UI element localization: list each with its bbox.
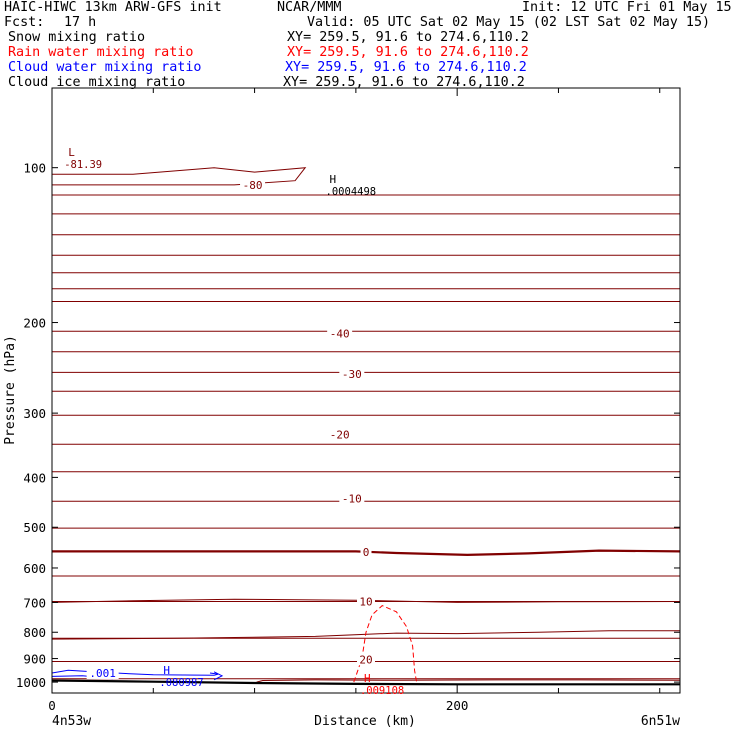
y-tick-label: 600 bbox=[23, 561, 46, 576]
field-xy-rain: XY= 259.5, 91.6 to 274.6,110.2 bbox=[287, 45, 529, 60]
minus80-contour bbox=[52, 167, 307, 186]
extremum-symbol: L bbox=[68, 146, 75, 159]
extremum-symbol: H bbox=[364, 672, 371, 685]
isotherm-line bbox=[52, 630, 680, 640]
field-name-cloud-water: Cloud water mixing ratio bbox=[8, 60, 202, 75]
y-tick-label: 100 bbox=[23, 161, 46, 176]
model-title: HAIC-HIWC 13km ARW-GFS init bbox=[4, 0, 222, 15]
y-tick-label: 1000 bbox=[16, 675, 46, 690]
y-tick-label: 400 bbox=[23, 470, 46, 485]
init-time: Init: 12 UTC Fri 01 May 15 bbox=[522, 0, 732, 15]
valid-time: Valid: 05 UTC Sat 02 May 15 (02 LST Sat … bbox=[307, 15, 711, 30]
x-tick-label: 0 bbox=[48, 698, 56, 713]
extremum-value: .009108 bbox=[360, 685, 404, 697]
isotherm-label: -20 bbox=[330, 428, 350, 441]
field-name-cloud-ice: Cloud ice mixing ratio bbox=[8, 75, 186, 90]
cloud-water-label: .001 bbox=[89, 667, 116, 680]
x-axis-label: Distance (km) bbox=[314, 714, 416, 729]
extremum-value: .0004498 bbox=[326, 186, 377, 198]
forecast-hours: 17 h bbox=[64, 15, 97, 30]
y-tick-label: 500 bbox=[23, 520, 46, 535]
forecast-label: Fcst: bbox=[4, 15, 45, 30]
x-end-label: 6n51w bbox=[641, 714, 680, 729]
isotherm-label-bg bbox=[360, 544, 372, 558]
isotherm-label: 20 bbox=[359, 653, 372, 666]
cloud-water-contour bbox=[52, 669, 219, 676]
isotherm-label-bg bbox=[339, 367, 365, 381]
isotherm-label: 10 bbox=[359, 595, 372, 608]
isotherm-label-bg bbox=[357, 652, 375, 666]
rain-contour bbox=[353, 605, 418, 683]
x-tick-label: 200 bbox=[446, 698, 469, 713]
isotherm-label-bg bbox=[327, 326, 353, 340]
extremum-symbol: H bbox=[163, 664, 170, 677]
y-tick-label: 800 bbox=[23, 625, 46, 640]
zero-isotherm-line bbox=[52, 549, 680, 557]
isotherm-label-bg bbox=[327, 427, 353, 441]
isotherm-label: -30 bbox=[342, 368, 362, 381]
extremum-value: .080987 bbox=[159, 677, 203, 689]
isotherm-label: 0 bbox=[363, 546, 370, 559]
center-label: NCAR/MMM bbox=[277, 0, 342, 15]
field-xy-cloud-ice: XY= 259.5, 91.6 to 274.6,110.2 bbox=[283, 75, 525, 90]
cloud-water-arrow bbox=[213, 671, 224, 681]
extremum-value: -81.39 bbox=[64, 159, 102, 171]
isotherm-line bbox=[52, 598, 680, 603]
isotherm-label: -10 bbox=[342, 493, 362, 506]
field-xy-cloud-water: XY= 259.5, 91.6 to 274.6,110.2 bbox=[285, 60, 527, 75]
plot-frame bbox=[51, 87, 681, 694]
isotherm-label: -80 bbox=[243, 179, 263, 192]
y-tick-label: 900 bbox=[23, 652, 46, 667]
isotherm-line bbox=[256, 679, 680, 683]
y-tick-label: 300 bbox=[23, 406, 46, 421]
field-name-snow: Snow mixing ratio bbox=[8, 30, 146, 45]
field-xy-snow: XY= 259.5, 91.6 to 274.6,110.2 bbox=[287, 30, 529, 45]
isotherm-label-bg bbox=[240, 177, 266, 191]
isotherm-label-bg bbox=[357, 594, 375, 608]
isotherm-label: -40 bbox=[330, 327, 350, 340]
y-axis-label: Pressure (hPa) bbox=[3, 335, 18, 445]
terrain-line bbox=[52, 679, 680, 686]
field-name-rain: Rain water mixing ratio bbox=[8, 45, 194, 60]
cloud-water-label-bg bbox=[86, 665, 119, 679]
x-start-label: 4n53w bbox=[52, 714, 91, 729]
extremum-symbol: H bbox=[330, 173, 337, 186]
isotherm-label-bg bbox=[339, 491, 365, 505]
y-tick-label: 700 bbox=[23, 595, 46, 610]
y-tick-label: 200 bbox=[23, 316, 46, 331]
